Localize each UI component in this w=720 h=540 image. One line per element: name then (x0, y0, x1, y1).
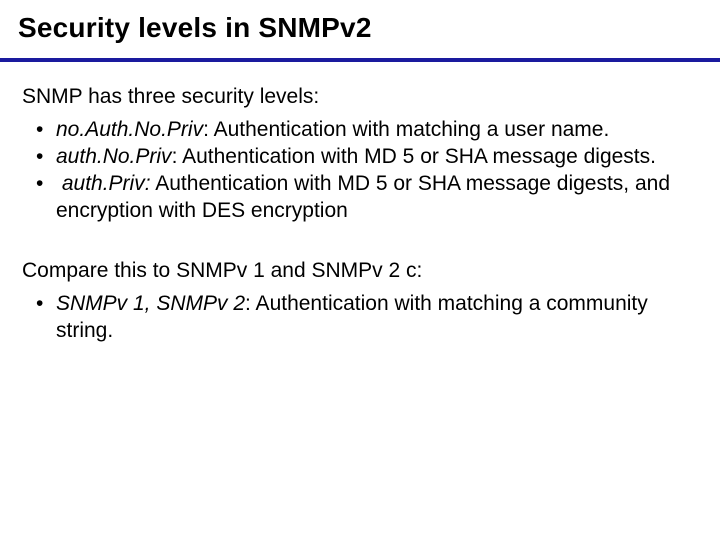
desc: : Authentication with matching a user na… (203, 118, 609, 141)
section2-list: SNMPv 1, SNMPv 2: Authentication with ma… (22, 291, 690, 345)
section2-intro: Compare this to SNMPv 1 and SNMPv 2 c: (22, 258, 690, 285)
term: no.Auth.No.Priv (56, 118, 203, 141)
section1-list: no.Auth.No.Priv: Authentication with mat… (22, 117, 690, 225)
term: SNMPv 1, SNMPv 2 (56, 292, 245, 315)
list-item: auth.No.Priv: Authentication with MD 5 o… (36, 144, 690, 171)
list-item: auth.Priv: Authentication with MD 5 or S… (36, 171, 690, 225)
slide-title: Security levels in SNMPv2 (0, 0, 720, 44)
section-gap (22, 224, 690, 258)
list-item: SNMPv 1, SNMPv 2: Authentication with ma… (36, 291, 690, 345)
term: auth.No.Priv (56, 145, 172, 168)
desc: : Authentication with MD 5 or SHA messag… (172, 145, 656, 168)
list-item: no.Auth.No.Priv: Authentication with mat… (36, 117, 690, 144)
slide: Security levels in SNMPv2 SNMP has three… (0, 0, 720, 540)
term: auth.Priv: (62, 172, 151, 195)
slide-body: SNMP has three security levels: no.Auth.… (0, 62, 720, 345)
section1-intro: SNMP has three security levels: (22, 84, 690, 111)
